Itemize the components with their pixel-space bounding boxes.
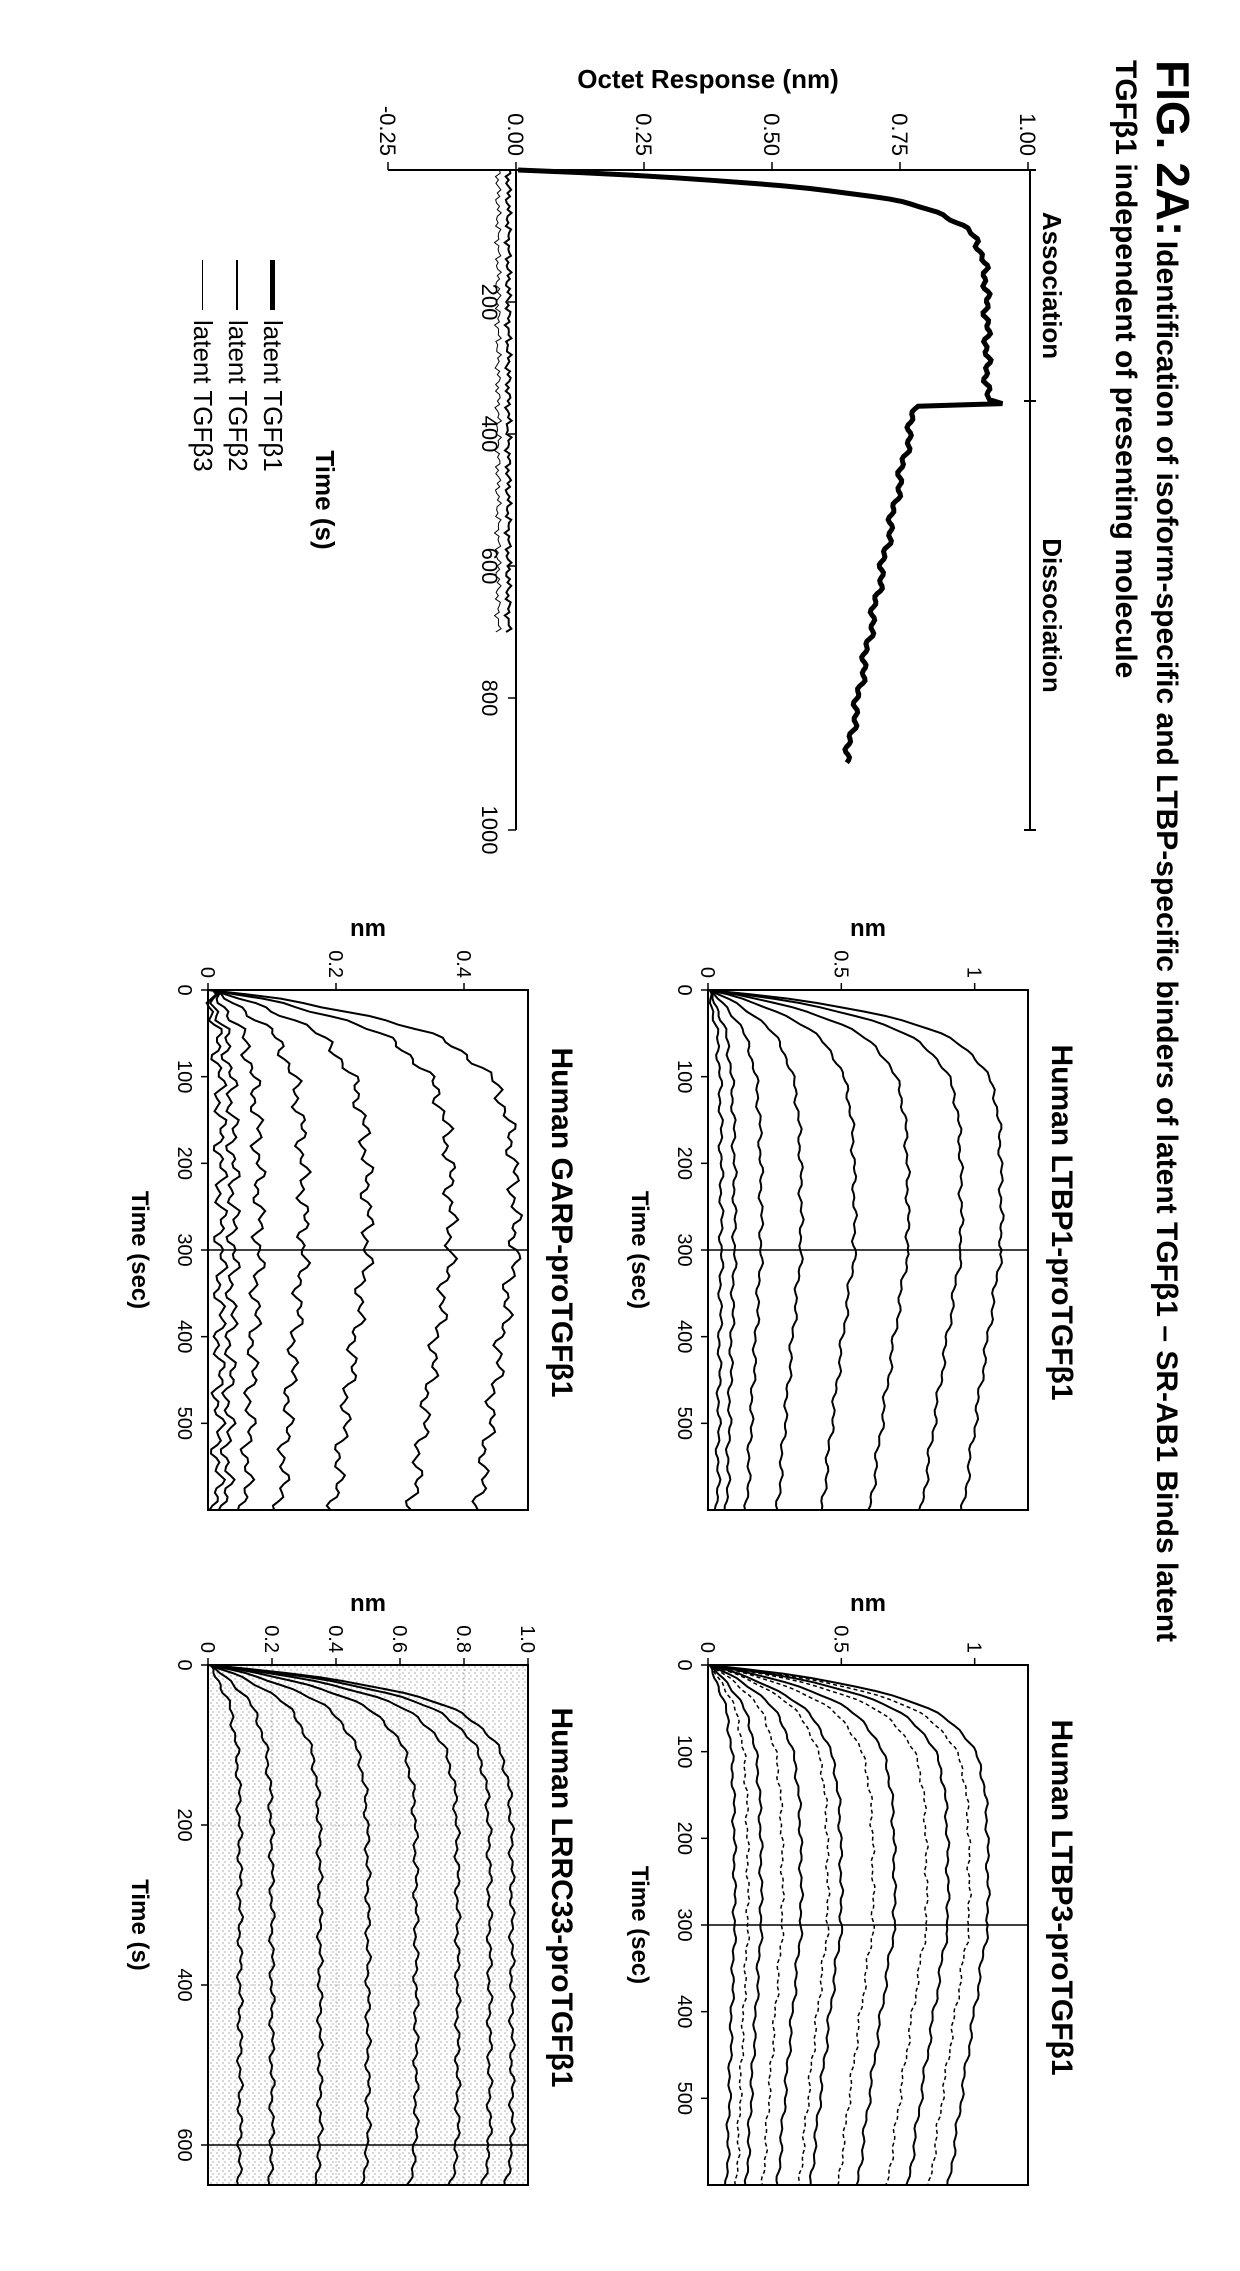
svg-text:Time (s): Time (s) bbox=[310, 450, 340, 549]
chart-svg: 0 0.2 0.4 0 100 200 300 400 500 nm Time (sec) bbox=[118, 910, 538, 1530]
svg-text:200: 200 bbox=[173, 1808, 195, 1841]
svg-text:800: 800 bbox=[477, 680, 502, 717]
legend-label: latent TGFβ1 bbox=[257, 320, 288, 472]
svg-text:0.2: 0.2 bbox=[260, 1625, 282, 1653]
svg-text:100: 100 bbox=[673, 1060, 695, 1093]
chart-garp: Human GARP-proTGFβ1 0 0.2 0.4 0 100 200 300 400… bbox=[118, 910, 578, 1535]
svg-text:0.4: 0.4 bbox=[324, 1625, 346, 1653]
svg-text:Dissociation: Dissociation bbox=[1037, 538, 1067, 693]
svg-text:500: 500 bbox=[173, 1407, 195, 1440]
svg-text:300: 300 bbox=[673, 1908, 695, 1941]
legend-swatch bbox=[237, 260, 239, 310]
legend-item: latent TGFβ1 bbox=[257, 260, 288, 860]
svg-text:1: 1 bbox=[963, 967, 985, 978]
main-chart-panel: Association Dissociation -0.25 0.00 0.25 0.50… bbox=[183, 60, 1078, 860]
small-charts-grid: Human LTBP1-proTGFβ1 00.5101002003004005… bbox=[118, 910, 1078, 2210]
svg-text:Time (sec): Time (sec) bbox=[626, 1866, 653, 1984]
chart-title: Human GARP-proTGFβ1 bbox=[544, 910, 578, 1535]
legend-label: latent TGFβ3 bbox=[187, 320, 218, 472]
svg-text:0: 0 bbox=[696, 1642, 718, 1653]
svg-text:-0.25: -0.25 bbox=[375, 106, 400, 156]
svg-text:0.5: 0.5 bbox=[829, 950, 851, 978]
page-rotated-container: FIG. 2A: Identification of isoform-speci… bbox=[0, 0, 1240, 2271]
svg-text:500: 500 bbox=[673, 1407, 695, 1440]
figure-header: FIG. 2A: Identification of isoform-speci… bbox=[1108, 60, 1200, 2211]
svg-text:Association: Association bbox=[1037, 212, 1067, 359]
legend-swatch bbox=[270, 260, 275, 310]
svg-text:1: 1 bbox=[963, 1642, 985, 1653]
svg-text:0.2: 0.2 bbox=[324, 950, 346, 978]
svg-text:500: 500 bbox=[673, 2082, 695, 2115]
svg-text:0: 0 bbox=[173, 984, 195, 995]
svg-text:1000: 1000 bbox=[477, 806, 502, 855]
content-row: AssociationDissociation-0.250.000.250.50… bbox=[118, 60, 1078, 2211]
svg-text:200: 200 bbox=[477, 284, 502, 321]
svg-text:200: 200 bbox=[173, 1147, 195, 1180]
svg-text:0: 0 bbox=[673, 984, 695, 995]
chart-lrrc33: Human LRRC33-proTGFβ1 0 0.2 0.4 0.6 0.8 1.0 0 2… bbox=[118, 1585, 578, 2210]
main-chart-svg: Association Dissociation -0.25 0.00 0.25 0.50… bbox=[298, 60, 1078, 860]
svg-text:0.8: 0.8 bbox=[452, 1625, 474, 1653]
svg-text:nm: nm bbox=[350, 915, 386, 942]
svg-text:400: 400 bbox=[673, 1995, 695, 2028]
svg-text:nm: nm bbox=[350, 1590, 386, 1617]
svg-text:0.00: 0.00 bbox=[503, 113, 528, 156]
legend: latent TGFβ1 latent TGFβ2 latent TGFβ3 bbox=[187, 260, 288, 860]
legend-swatch bbox=[202, 260, 203, 310]
svg-text:nm: nm bbox=[850, 915, 886, 942]
svg-text:nm: nm bbox=[850, 1590, 886, 1617]
figure-title: Identification of isoform-specific and L… bbox=[1150, 241, 1183, 1642]
chart-title: Human LTBP1-proTGFβ1 bbox=[1044, 910, 1078, 1535]
svg-text:0: 0 bbox=[196, 967, 218, 978]
svg-text:1.0: 1.0 bbox=[516, 1625, 538, 1653]
svg-text:100: 100 bbox=[173, 1060, 195, 1093]
svg-text:0.25: 0.25 bbox=[631, 113, 656, 156]
svg-text:Time (sec): Time (sec) bbox=[126, 1191, 153, 1309]
svg-text:1.00: 1.00 bbox=[1015, 113, 1040, 156]
legend-label: latent TGFβ2 bbox=[222, 320, 253, 472]
svg-text:0.4: 0.4 bbox=[452, 950, 474, 978]
chart-ltbp3: Human LTBP3-proTGFβ1 0 0.5 1 0 100 200 300 400 5… bbox=[618, 1585, 1078, 2210]
svg-text:0.6: 0.6 bbox=[388, 1625, 410, 1653]
svg-text:Time (s): Time (s) bbox=[126, 1879, 153, 1971]
svg-text:600: 600 bbox=[173, 2128, 195, 2161]
svg-text:400: 400 bbox=[673, 1320, 695, 1353]
chart-svg: 0 0.5 1 0 100 200 300 400 500 nm Time (sec) bbox=[618, 910, 1038, 1530]
svg-text:200: 200 bbox=[673, 1822, 695, 1855]
figure-label: FIG. 2A: bbox=[1147, 60, 1199, 236]
svg-text:0.50: 0.50 bbox=[759, 113, 784, 156]
svg-text:Time (sec): Time (sec) bbox=[626, 1191, 653, 1309]
legend-item: latent TGFβ2 bbox=[222, 260, 253, 860]
figure-subtitle: TGFβ1 independent of presenting molecule bbox=[1108, 60, 1142, 2211]
svg-text:400: 400 bbox=[173, 1320, 195, 1353]
svg-text:0.5: 0.5 bbox=[829, 1625, 851, 1653]
chart-svg: 0 0.5 1 0 100 200 300 400 500 nm Time (sec) bbox=[618, 1585, 1038, 2205]
legend-item: latent TGFβ3 bbox=[187, 260, 218, 860]
chart-svg: 0 0.2 0.4 0.6 0.8 1.0 0 200 400 600 nm Time (s) bbox=[118, 1585, 538, 2205]
chart-title: Human LRRC33-proTGFβ1 bbox=[544, 1585, 578, 2210]
svg-text:300: 300 bbox=[173, 1233, 195, 1266]
svg-text:300: 300 bbox=[673, 1233, 695, 1266]
svg-text:0: 0 bbox=[673, 1659, 695, 1670]
svg-text:Octet Response (nm): Octet Response (nm) bbox=[577, 64, 839, 94]
svg-text:400: 400 bbox=[173, 1968, 195, 2001]
svg-text:100: 100 bbox=[673, 1735, 695, 1768]
svg-text:0: 0 bbox=[696, 967, 718, 978]
chart-ltbp1: Human LTBP1-proTGFβ1 0 0.5 1 0 100 200 300 400 5… bbox=[618, 910, 1078, 1535]
chart-title: Human LTBP3-proTGFβ1 bbox=[1044, 1585, 1078, 2210]
svg-text:200: 200 bbox=[673, 1147, 695, 1180]
svg-text:0.75: 0.75 bbox=[887, 113, 912, 156]
svg-text:0: 0 bbox=[173, 1659, 195, 1670]
svg-text:0: 0 bbox=[196, 1642, 218, 1653]
